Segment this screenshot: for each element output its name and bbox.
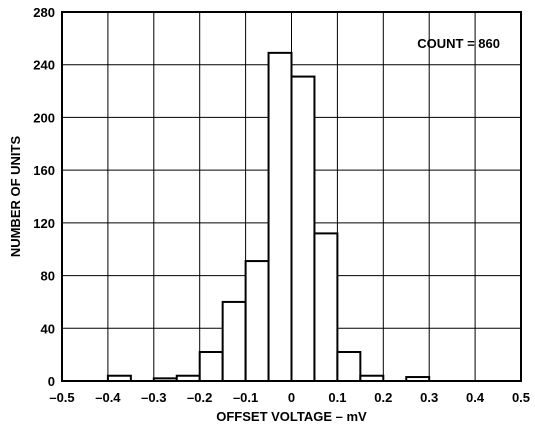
histogram-bar [198,351,224,382]
x-tick-label: –0.5 [49,390,74,405]
x-tick-label: 0.5 [512,390,530,405]
histogram-bar [313,232,339,382]
y-tick-label: 80 [41,269,55,284]
histogram-bar [221,300,247,382]
y-tick-label: 120 [33,216,55,231]
plot-frame [61,11,522,382]
y-tick-label: 280 [33,5,55,20]
y-tick-label: 200 [33,110,55,125]
x-tick-label: –0.3 [141,390,166,405]
y-tick-label: 0 [48,374,55,389]
x-tick-label: –0.1 [233,390,258,405]
x-tick-label: 0.3 [420,390,438,405]
x-tick-label: 0.1 [328,390,346,405]
x-axis-title: OFFSET VOLTAGE – mV [216,409,367,424]
histogram-bar [244,260,270,383]
count-annotation: COUNT = 860 [417,36,500,51]
y-tick-label: 240 [33,58,55,73]
x-tick-label: –0.2 [187,390,212,405]
histogram-bar [267,51,293,382]
y-tick-labels: 0 40 80 120 160 200 240 280 [33,5,55,389]
x-tick-labels: –0.5 –0.4 –0.3 –0.2 –0.1 0 0.1 0.2 0.3 0.4 0.5 [49,390,530,405]
x-tick-label: 0.2 [374,390,392,405]
x-tick-label: 0.4 [466,390,485,405]
y-axis-title: NUMBER OF UNITS [8,136,23,258]
histogram-bar [336,351,362,382]
y-tick-label: 40 [41,321,55,336]
x-tick-label: 0 [288,390,295,405]
y-tick-label: 160 [33,163,55,178]
histogram-bars [106,51,431,383]
x-tick-label: –0.4 [95,390,121,405]
histogram-bar [290,75,316,382]
